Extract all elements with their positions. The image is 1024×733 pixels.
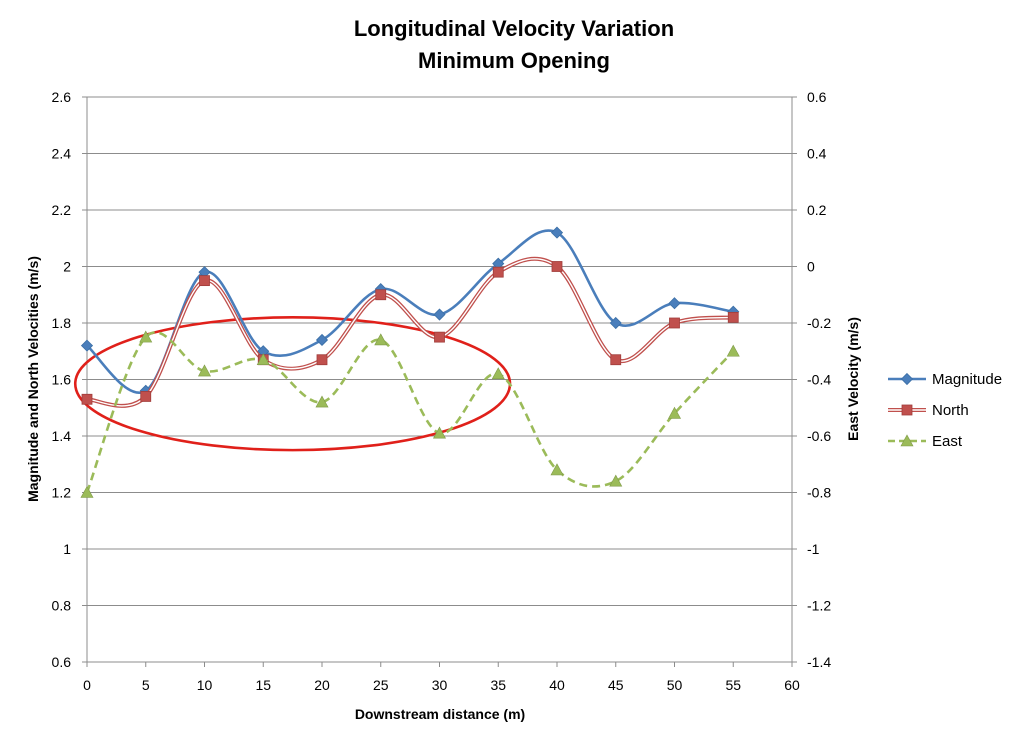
x-tick-label: 60 bbox=[784, 677, 800, 693]
y2-tick-label: -1.4 bbox=[807, 654, 831, 670]
y2-tick-label: 0.2 bbox=[807, 202, 827, 218]
east-point-25 bbox=[374, 333, 388, 346]
x-tick-label: 25 bbox=[373, 677, 389, 693]
north-point-5 bbox=[140, 391, 152, 402]
north-point-20 bbox=[316, 354, 328, 366]
x-tick-label: 30 bbox=[432, 677, 448, 693]
x-tick-label: 20 bbox=[314, 677, 330, 693]
north-point-30 bbox=[434, 331, 445, 343]
y-tick-label: 1.2 bbox=[52, 485, 72, 501]
legend-marker-magnitude bbox=[900, 372, 914, 386]
x-tick-label: 55 bbox=[725, 677, 741, 693]
east-point-30 bbox=[432, 426, 447, 439]
magnitude-point-0 bbox=[80, 339, 94, 352]
y-tick-label: 2 bbox=[63, 259, 71, 275]
x-tick-label: 40 bbox=[549, 677, 565, 693]
x-tick-label: 35 bbox=[490, 677, 506, 693]
legend-marker-north bbox=[901, 404, 913, 416]
magnitude-point-20 bbox=[315, 333, 329, 347]
east-point-5 bbox=[139, 330, 153, 343]
y-tick-label: 0.8 bbox=[52, 598, 72, 614]
x-tick-label: 15 bbox=[255, 677, 271, 693]
series-magnitude bbox=[80, 226, 740, 397]
legend: Magnitude North East bbox=[888, 371, 1002, 450]
east-point-15 bbox=[256, 353, 270, 366]
east-point-45 bbox=[609, 474, 623, 487]
east-point-35 bbox=[491, 367, 505, 380]
legend-item-east: East bbox=[888, 433, 963, 450]
magnitude-point-50 bbox=[668, 297, 681, 310]
legend-marker-east bbox=[900, 434, 914, 447]
north-point-50 bbox=[669, 317, 680, 329]
x-tick-label: 5 bbox=[142, 677, 150, 693]
north-point-0 bbox=[81, 393, 93, 405]
north-point-45 bbox=[610, 354, 622, 366]
east-point-20 bbox=[315, 395, 329, 408]
y2-tick-label: -1.2 bbox=[807, 598, 831, 614]
north-point-10 bbox=[199, 275, 210, 287]
north-point-35 bbox=[492, 266, 504, 278]
y-tick-label: 2.6 bbox=[52, 89, 72, 105]
x-tick-label: 45 bbox=[608, 677, 624, 693]
x-tick-label: 50 bbox=[667, 677, 683, 693]
north-point-40 bbox=[551, 261, 563, 272]
y-tick-label: 2.2 bbox=[52, 202, 72, 218]
y2-tick-label: -0.4 bbox=[807, 372, 831, 388]
east-point-55 bbox=[726, 344, 740, 357]
magnitude-point-45 bbox=[609, 316, 622, 330]
north-point-55 bbox=[727, 311, 739, 323]
y2-tick-label: 0.4 bbox=[807, 146, 827, 162]
tick-labels: 0 5 10 15 20 25 30 35 40 45 50 55 600.60.811.21.41.6… bbox=[52, 89, 832, 693]
y-tick-label: 1 bbox=[63, 541, 71, 557]
y-tick-label: 1.6 bbox=[52, 372, 72, 388]
y-tick-label: 1.8 bbox=[52, 315, 72, 331]
y2-axis-title: East Velocity (m/s) bbox=[845, 317, 861, 441]
chart-title-line-2: Minimum Opening bbox=[418, 48, 610, 73]
magnitude-point-40 bbox=[550, 226, 564, 239]
north-point-25 bbox=[375, 289, 387, 301]
y2-tick-label: -1 bbox=[807, 541, 820, 557]
y-tick-label: 0.6 bbox=[52, 654, 72, 670]
legend-label-magnitude: Magnitude bbox=[932, 371, 1002, 388]
east-point-10 bbox=[197, 364, 212, 377]
series-line-east bbox=[85, 331, 735, 493]
legend-label-north: North bbox=[932, 402, 969, 419]
series-east bbox=[80, 330, 740, 498]
y2-tick-label: 0 bbox=[807, 259, 815, 275]
y-tick-label: 2.4 bbox=[52, 146, 72, 162]
x-tick-label: 0 bbox=[83, 677, 91, 693]
series-layer bbox=[80, 226, 740, 498]
east-point-40 bbox=[550, 463, 564, 476]
y2-tick-label: -0.2 bbox=[807, 315, 831, 331]
x-tick-label: 10 bbox=[197, 677, 213, 693]
legend-item-magnitude: Magnitude bbox=[888, 371, 1002, 388]
legend-label-east: East bbox=[932, 433, 963, 450]
y-axis-title: Magnitude and North Velocities (m/s) bbox=[25, 256, 41, 502]
y2-tick-label: -0.8 bbox=[807, 485, 831, 501]
y-tick-label: 1.4 bbox=[52, 428, 72, 444]
axes bbox=[82, 96, 797, 667]
y2-tick-label: 0.6 bbox=[807, 89, 827, 105]
east-point-0 bbox=[80, 485, 94, 498]
east-point-50 bbox=[667, 406, 682, 419]
legend-item-north: North bbox=[888, 402, 969, 419]
x-axis-title: Downstream distance (m) bbox=[355, 706, 525, 722]
y2-tick-label: -0.6 bbox=[807, 428, 831, 444]
chart-title-line-1: Longitudinal Velocity Variation bbox=[354, 16, 674, 41]
magnitude-point-30 bbox=[433, 308, 446, 321]
